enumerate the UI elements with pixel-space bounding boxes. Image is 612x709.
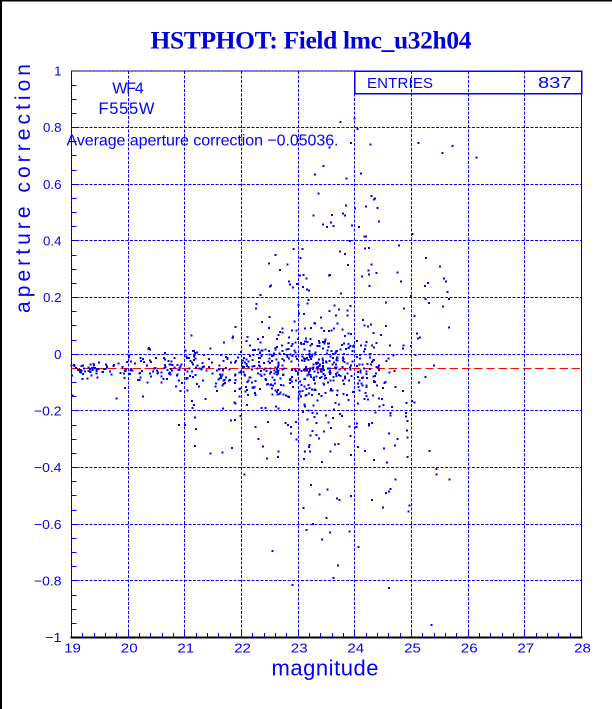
svg-text:0.4: 0.4 — [43, 234, 62, 249]
svg-text:25: 25 — [404, 641, 421, 656]
svg-text:23: 23 — [291, 641, 308, 656]
svg-text:22: 22 — [234, 641, 251, 656]
svg-text:837: 837 — [538, 75, 572, 92]
svg-text:27: 27 — [517, 641, 534, 656]
svg-text:HSTPHOT: Field lmc_u32h04: HSTPHOT: Field lmc_u32h04 — [151, 26, 472, 55]
svg-text:0: 0 — [54, 347, 61, 362]
svg-text:−0.4: −0.4 — [34, 460, 62, 475]
svg-text:ENTRIES: ENTRIES — [367, 75, 433, 92]
svg-text:−0.8: −0.8 — [34, 574, 62, 589]
svg-text:magnitude: magnitude — [272, 656, 379, 681]
svg-text:26: 26 — [461, 641, 478, 656]
svg-text:24: 24 — [347, 641, 364, 656]
svg-text:19: 19 — [64, 641, 81, 656]
svg-text:0.2: 0.2 — [43, 290, 62, 305]
svg-text:Average aperture correction −0: Average aperture correction −0.05036. — [67, 133, 339, 150]
svg-text:21: 21 — [177, 641, 194, 656]
svg-text:28: 28 — [574, 641, 591, 656]
svg-text:20: 20 — [121, 641, 138, 656]
svg-text:F555W: F555W — [99, 100, 155, 118]
svg-text:−1: −1 — [45, 630, 62, 645]
svg-text:−0.2: −0.2 — [34, 404, 62, 419]
svg-text:1: 1 — [54, 64, 61, 79]
svg-text:−0.6: −0.6 — [34, 517, 62, 532]
svg-text:WF4: WF4 — [112, 81, 144, 98]
svg-text:0.6: 0.6 — [43, 177, 62, 192]
svg-text:0.8: 0.8 — [43, 120, 62, 135]
